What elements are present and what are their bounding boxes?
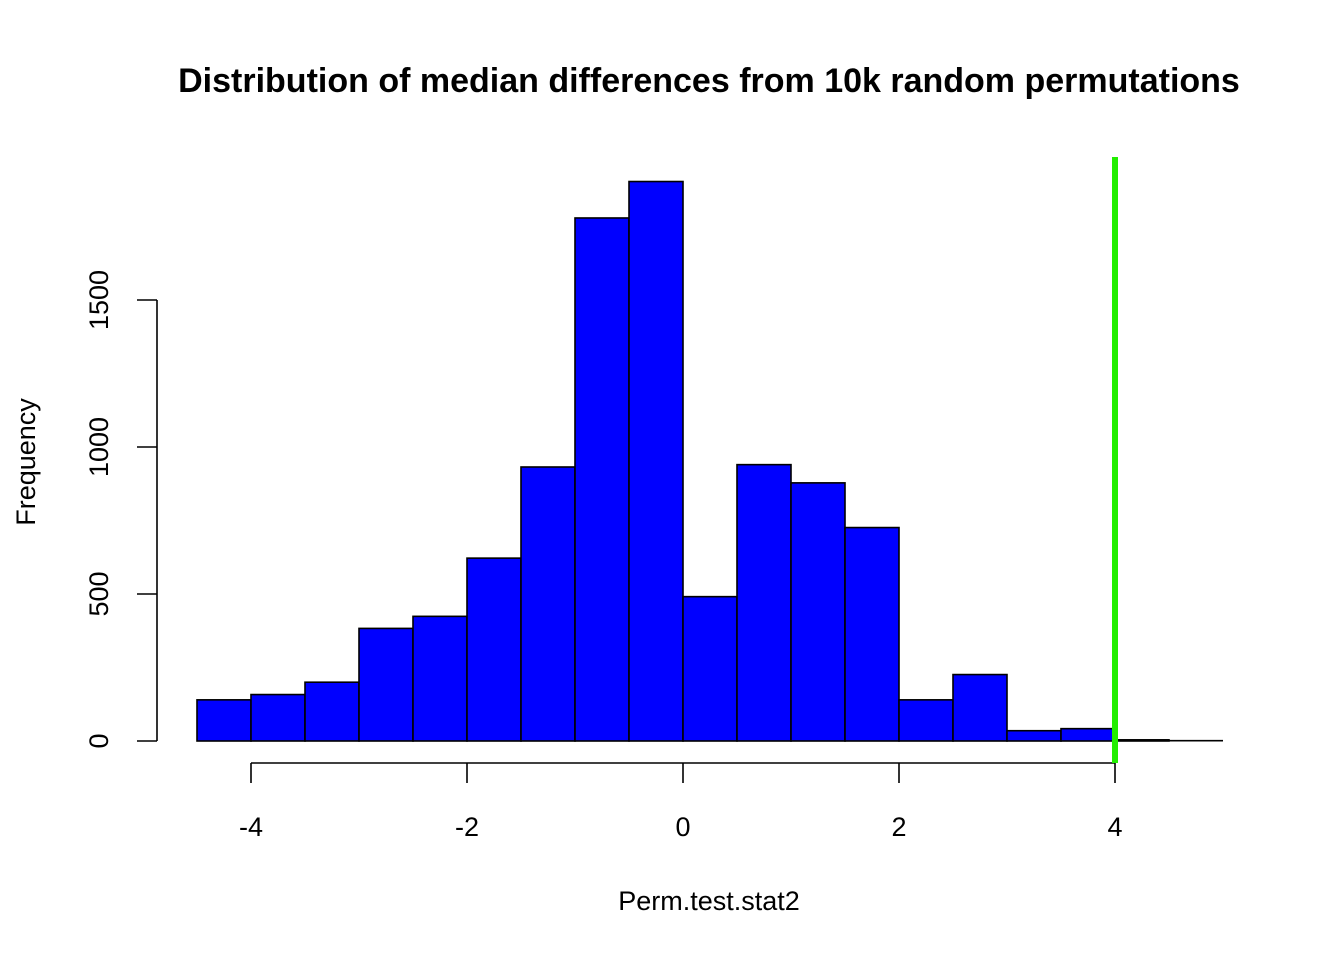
histogram-bar (1114, 739, 1170, 742)
y-axis: 0 500 1000 1500 (84, 270, 158, 749)
histogram-bar (196, 699, 252, 742)
y-tick-label: 1000 (84, 417, 114, 477)
histogram-bar (466, 557, 522, 742)
histogram-bar (898, 699, 954, 742)
histogram-bar (1006, 729, 1062, 742)
y-axis-label: Frequency (11, 398, 41, 526)
histogram-bar (1060, 727, 1116, 742)
histogram-bar (682, 595, 738, 742)
x-tick-label: 2 (891, 812, 906, 842)
x-axis: -4 -2 0 2 4 (239, 762, 1123, 842)
y-tick-label: 0 (84, 733, 114, 748)
histogram-bar (520, 466, 576, 742)
histogram-bar (250, 693, 306, 742)
y-tick-label: 1500 (84, 270, 114, 330)
histogram-bar (358, 627, 414, 742)
y-tick-label: 500 (84, 571, 114, 616)
chart-title: Distribution of median differences from … (178, 62, 1240, 100)
x-tick-label: -2 (455, 812, 479, 842)
histogram-bar (844, 526, 900, 742)
histogram-bar (790, 482, 846, 742)
x-tick-label: -4 (239, 812, 263, 842)
histogram-bar (412, 615, 468, 742)
histogram-bars (196, 180, 1223, 742)
histogram-bar (628, 180, 684, 742)
histogram-bar (304, 681, 360, 742)
x-tick-label: 0 (675, 812, 690, 842)
histogram-bar (952, 673, 1008, 742)
x-axis-label: Perm.test.stat2 (618, 886, 800, 916)
x-tick-label: 4 (1107, 812, 1122, 842)
histogram-bar (736, 463, 792, 742)
histogram-bar (574, 217, 630, 742)
